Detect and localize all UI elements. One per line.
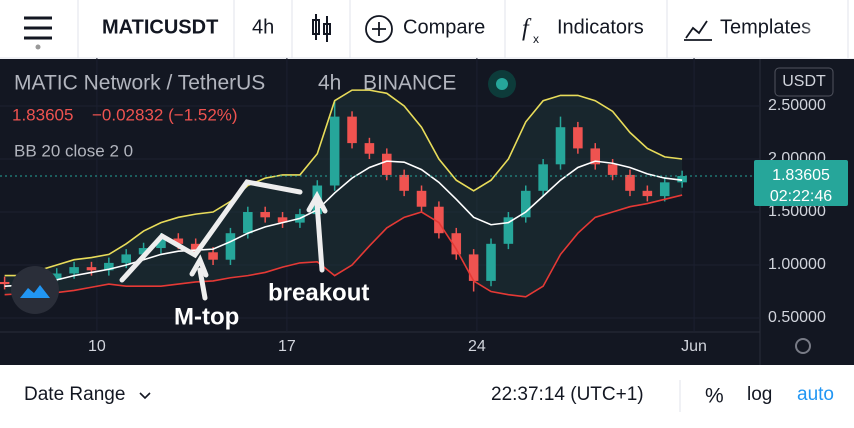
candle-body [607,164,618,175]
candle-body [468,254,479,281]
candle-body [642,190,653,197]
candle-body [69,267,79,274]
candle-body [243,212,253,234]
candle-body [382,153,392,175]
symbol[interactable]: MATICUSDT [102,16,218,38]
fx-icon: f [522,16,532,42]
auto-toggle[interactable]: auto [797,384,834,405]
candle-body [555,127,566,165]
candle-body [208,252,218,260]
candle-body [225,233,236,260]
bollinger-band [4,89,683,277]
templates-icon [684,20,712,41]
candle-body [121,254,131,263]
x-tick-label: 17 [278,338,296,355]
compare-button[interactable]: Compare [403,16,485,38]
indicators-button[interactable]: Indicators [557,16,644,38]
candle-body [399,174,409,191]
fx-icon-x: x [533,32,539,46]
candle-body [486,243,496,281]
x-tick-label: Jun [681,338,707,355]
candle-body [590,148,601,165]
candle-body [277,217,288,223]
candle-body [104,262,114,271]
candle-body [138,248,149,255]
annotation-label: M-top [174,303,239,330]
x-tick-label: 24 [468,338,486,355]
indicator-label: BB 20 close 2 0 [14,141,133,160]
status-dot [496,78,508,90]
last-price-box [754,159,848,206]
annotation-label: breakout [268,279,369,306]
clock: 22:37:14 (UTC+1) [491,384,644,405]
log-toggle[interactable]: log [747,384,772,405]
candle-body [156,238,166,249]
bollinger-band [4,194,683,298]
candle-body [538,164,548,191]
y-tick-label: 1.50000 [768,203,826,220]
candle-body [190,243,201,253]
currency-box[interactable] [774,67,834,97]
candle-body [451,233,462,255]
legend-price: 1.83605 [12,105,73,124]
settings-icon[interactable] [795,338,811,354]
candle-body [86,267,97,271]
x-tick-label: 10 [88,338,106,355]
y-tick-label: 1.00000 [768,256,826,273]
candle-body [573,127,583,149]
date-range-button[interactable]: Date Range [24,384,125,405]
bollinger-band [4,160,683,288]
candle-body [625,174,635,191]
fade [800,0,854,58]
legend-name: MATIC Network / TetherUS [14,72,265,95]
bottom-bar [0,366,854,423]
candle-body [677,175,687,183]
annotation-drawing [119,179,328,301]
candle-body [520,190,531,218]
countdown: 02:22:46 [770,188,832,205]
candle-body [0,281,10,285]
y-tick-label: 0.50000 [768,309,826,326]
candle-icon[interactable] [312,14,331,42]
candle-body [503,217,514,244]
candle-body [347,116,357,144]
candle-body [173,238,184,244]
last-price: 1.83605 [772,167,830,184]
templates-button[interactable]: Templates [720,16,811,38]
legend-change: −0.02832 (−1.52%) [92,105,238,124]
logo-bg [11,266,59,314]
chevron [139,392,151,400]
candle-body [434,206,444,234]
candle-body [51,273,62,280]
candle-body [659,182,670,197]
candle-body [364,143,375,154]
currency: USDT [782,73,826,90]
compare-plus [372,22,386,36]
menu-button[interactable] [24,16,52,40]
candle-body [329,116,340,186]
overlay: MATIC Network / TetherUS 4h BINANCE 1.83… [11,67,848,354]
candle-body [260,212,270,218]
toolbar [0,0,854,58]
legend-exchange: BINANCE [363,72,456,95]
candle-body [416,190,427,207]
logo [20,285,50,298]
legend-interval: 4h [318,72,341,95]
dot [35,44,41,50]
percent-toggle[interactable]: % [705,385,724,408]
interval[interactable]: 4h [252,16,274,38]
separators [0,0,854,59]
compare-icon[interactable] [365,15,393,43]
y-tick-label: 2.50000 [768,97,826,114]
